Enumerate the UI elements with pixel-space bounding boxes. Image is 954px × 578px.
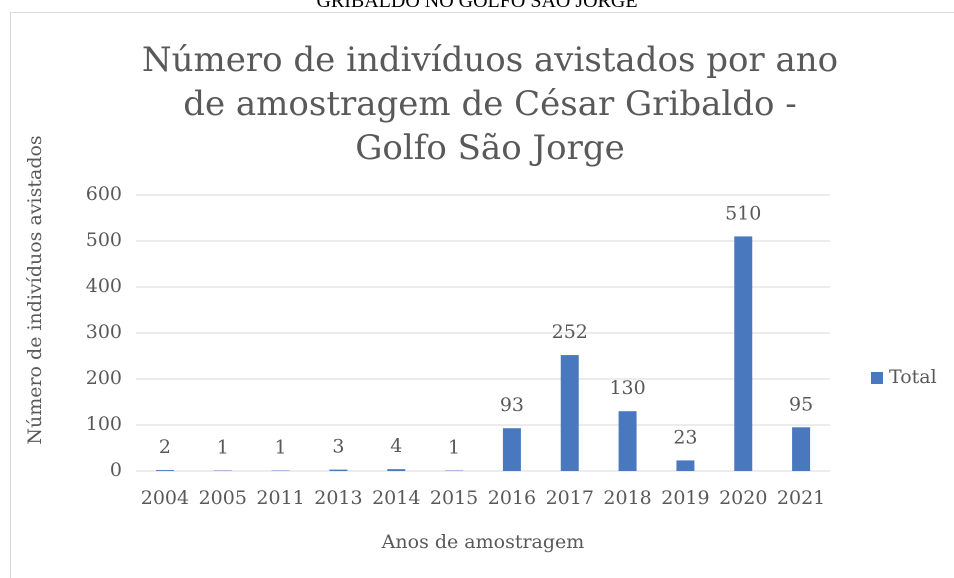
- data-label: 130: [609, 377, 645, 399]
- header-text: GRIBALDO NO GOLFO SÃO JORGE: [316, 0, 638, 12]
- data-label: 1: [275, 437, 287, 459]
- y-tick-label: 400: [86, 275, 122, 297]
- y-axis-label: Número de indivíduos avistados: [24, 135, 46, 444]
- x-tick-label: 2021: [777, 487, 825, 509]
- bar: [792, 427, 811, 471]
- data-label: 95: [789, 393, 813, 415]
- x-tick-label: 2019: [661, 487, 709, 509]
- data-label: 3: [332, 436, 344, 458]
- data-label: 1: [217, 437, 229, 459]
- legend-label: Total: [889, 366, 937, 388]
- y-tick-label: 300: [86, 321, 122, 343]
- data-label: 510: [725, 202, 761, 224]
- bar: [676, 460, 695, 471]
- data-label: 23: [673, 426, 697, 448]
- data-label: 252: [552, 321, 588, 343]
- x-axis-label: Anos de amostragem: [381, 531, 585, 553]
- x-tick-label: 2017: [546, 487, 594, 509]
- x-tick-label: 2011: [256, 487, 304, 509]
- bar: [618, 411, 637, 471]
- x-tick-label: 2013: [314, 487, 362, 509]
- x-tick-label: 2015: [430, 487, 478, 509]
- x-tick-label: 2018: [603, 487, 651, 509]
- bar: [734, 236, 753, 471]
- bar: [502, 428, 521, 471]
- y-tick-label: 100: [86, 413, 122, 435]
- bar: [155, 470, 174, 471]
- data-label: 93: [500, 394, 524, 416]
- x-tick-label: 2005: [199, 487, 247, 509]
- y-tick-label: 200: [86, 367, 122, 389]
- y-tick-label: 0: [110, 459, 122, 481]
- bar: [387, 469, 406, 471]
- data-label: 2: [159, 436, 171, 458]
- x-tick-label: 2016: [488, 487, 536, 509]
- x-tick-label: 2004: [141, 487, 189, 509]
- y-tick-label: 500: [86, 229, 122, 251]
- data-label: 1: [448, 437, 460, 459]
- bar: [560, 355, 579, 471]
- bar: [329, 469, 348, 471]
- x-tick-label: 2014: [372, 487, 420, 509]
- y-tick-label: 600: [86, 183, 122, 205]
- chart-frame: [10, 12, 954, 578]
- legend-swatch: [871, 372, 883, 384]
- data-label: 4: [390, 435, 402, 457]
- x-tick-label: 2020: [719, 487, 767, 509]
- chart-title: Número de indivíduos avistados por ano d…: [141, 40, 839, 168]
